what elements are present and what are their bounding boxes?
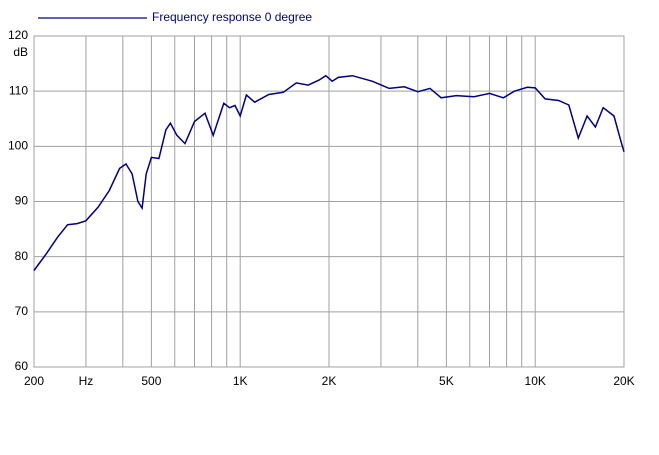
x-tick-label: 10K bbox=[525, 374, 546, 388]
response-line bbox=[33, 74, 625, 271]
x-tick-label: 5K bbox=[439, 374, 454, 388]
x-tick-label: 200 bbox=[24, 374, 44, 388]
x-tick-label: 20K bbox=[613, 374, 634, 388]
y-tick-label: 120 bbox=[8, 28, 28, 42]
legend-label: Frequency response 0 degree bbox=[152, 10, 312, 24]
x-tick-label: 1K bbox=[233, 374, 248, 388]
x-tick-label: 2K bbox=[322, 374, 337, 388]
y-axis-label: dB bbox=[13, 45, 28, 59]
y-tick-label: 90 bbox=[15, 194, 29, 208]
y-tick-label: 100 bbox=[8, 139, 28, 153]
y-tick-label: 80 bbox=[15, 249, 29, 263]
x-tick-label: 500 bbox=[141, 374, 161, 388]
y-tick-label: 60 bbox=[15, 359, 29, 373]
y-tick-label: 70 bbox=[15, 304, 29, 318]
y-tick-label: 110 bbox=[9, 83, 28, 97]
x-tick-label: Hz bbox=[79, 374, 94, 388]
